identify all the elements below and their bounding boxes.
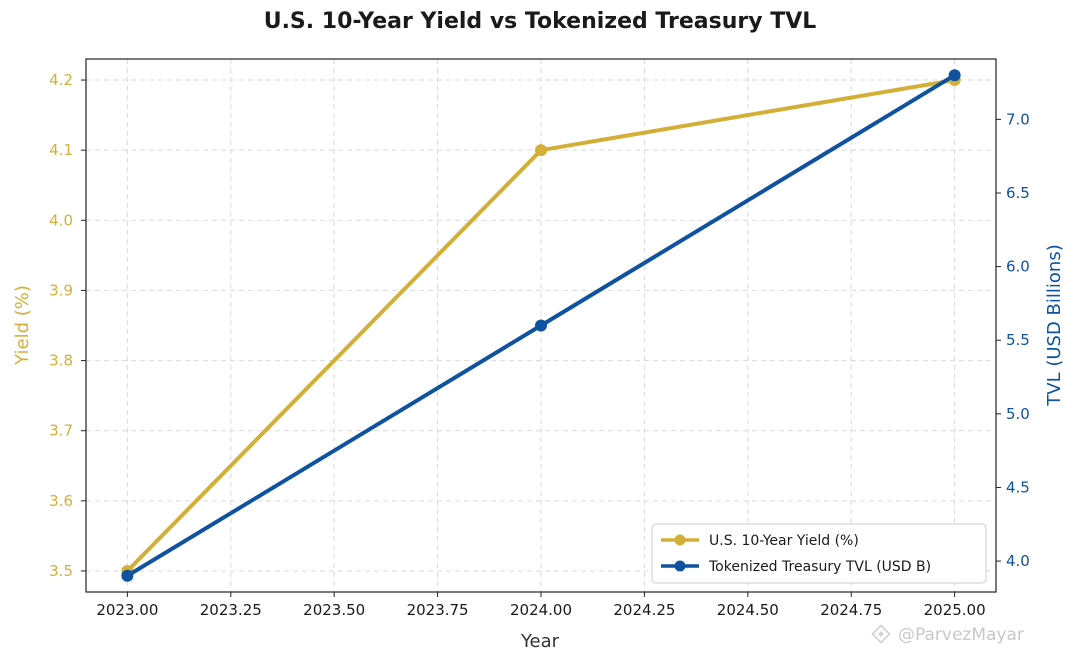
data-point-tvl [535,319,547,332]
watermark-text: @ParvezMayar [898,625,1024,645]
y-left-tick-label: 3.9 [49,281,73,299]
legend-marker-tvl [674,560,686,572]
legend: U.S. 10-Year Yield (%) Tokenized Treasur… [651,523,987,584]
y-left-tick-label: 4.2 [49,71,73,89]
x-axis-label: Year [520,631,560,652]
y-left-tick-label: 3.7 [49,422,73,440]
chart-title: U.S. 10-Year Yield vs Tokenized Treasury… [264,9,817,34]
x-axis: 2023.00 2023.25 2023.50 2023.75 2024.00 2024.… [96,592,986,619]
diamond-logo-icon [871,624,891,644]
x-tick-label: 2024.00 [510,601,572,619]
data-point-yield [535,144,547,157]
x-tick-label: 2024.25 [613,601,675,619]
grid [86,59,996,592]
y-right-tick-label: 4.0 [1006,552,1030,570]
x-tick-label: 2023.00 [96,601,158,619]
y-right-tick-label: 4.5 [1006,478,1030,496]
y-left-tick-label: 3.5 [49,562,73,580]
y-right-tick-label: 6.0 [1006,258,1030,276]
x-tick-label: 2024.75 [820,601,882,619]
x-tick-label: 2023.25 [200,601,262,619]
y-left-tick-label: 4.1 [49,141,73,159]
y-right-tick-label: 5.0 [1006,405,1030,423]
y-right-tick-label: 5.5 [1006,331,1030,349]
y-right-tick-label: 7.0 [1006,110,1030,128]
data-point-tvl [948,69,961,82]
series-layer [121,69,961,582]
legend-label-yield: U.S. 10-Year Yield (%) [709,533,859,549]
y-left-tick-label: 3.8 [49,352,73,370]
x-tick-label: 2023.50 [303,601,365,619]
legend-box [651,523,987,584]
watermark: @ParvezMayar [871,624,1024,645]
y-axis-right-label: TVL (USD Billions) [1044,244,1065,406]
y-right-tick-label: 6.5 [1006,184,1030,202]
y-axis-right: 4.0 4.5 5.0 5.5 6.0 6.5 7.0 [996,110,1030,570]
legend-marker-yield [674,534,686,546]
y-axis-left: 3.5 3.6 3.7 3.8 3.9 4.0 4.1 4.2 [49,71,86,580]
x-tick-label: 2025.00 [924,601,986,619]
y-left-tick-label: 3.6 [49,492,73,510]
x-tick-label: 2023.75 [407,601,469,619]
data-point-tvl [121,569,134,582]
y-left-tick-label: 4.0 [49,211,73,229]
legend-label-tvl: Tokenized Treasury TVL (USD B) [708,559,931,575]
y-axis-left-label: Yield (%) [12,285,33,366]
x-tick-label: 2024.50 [717,601,779,619]
